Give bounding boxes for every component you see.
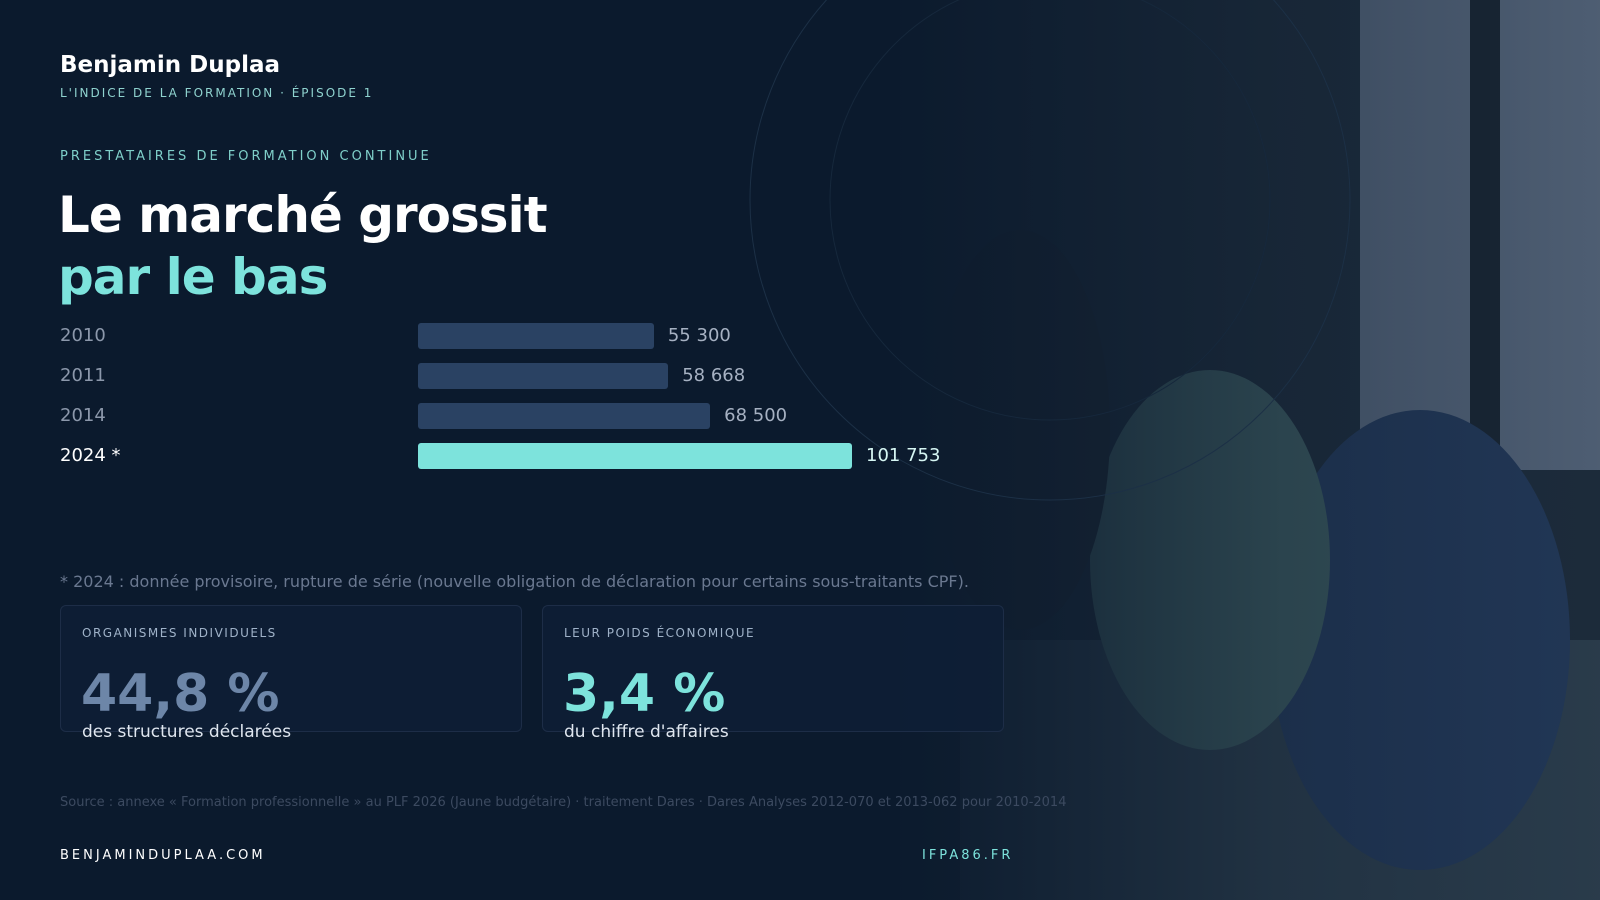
value-label: 55 300 (667, 325, 731, 346)
footer-link[interactable]: IFPA86.FR (922, 848, 1014, 863)
title: Le marché grossit (58, 186, 548, 244)
source: Source : annexe « Formation professionne… (60, 795, 1067, 810)
stat-card: ORGANISMES INDIVIDUELS 44,8 % des structur… (60, 605, 522, 742)
stat-card: LEUR POIDS ÉCONOMIQUE 3,4 % du chiffre d'a… (542, 605, 1004, 742)
value-label: 101 753 (866, 445, 941, 466)
category-label: 2010 (60, 325, 106, 346)
value-label: 58 668 (682, 365, 746, 386)
category-label: 2011 (60, 365, 106, 386)
category-label: 2014 (60, 405, 106, 426)
author: Benjamin Duplaa (60, 52, 280, 78)
kicker: PRESTATAIRES DE FORMATION CONTINUE (60, 149, 432, 164)
card-label: LEUR POIDS ÉCONOMIQUE (564, 626, 756, 640)
bar (418, 443, 852, 469)
footer-link[interactable]: BENJAMINDUPLAA.COM (60, 848, 266, 863)
bar (418, 323, 654, 349)
bar (418, 363, 669, 389)
card-value: 3,4 % (563, 664, 726, 724)
card-caption: des structures déclarées (82, 722, 292, 742)
bar (418, 403, 711, 429)
title-highlight: par le bas (58, 248, 328, 306)
category-label: 2024 * (60, 445, 121, 466)
card-caption: du chiffre d'affaires (564, 722, 729, 742)
card-value: 44,8 % (81, 664, 280, 724)
footnote: * 2024 : donnée provisoire, rupture de s… (60, 572, 969, 591)
card-label: ORGANISMES INDIVIDUELS (82, 626, 277, 640)
series-name: L'INDICE DE LA FORMATION · ÉPISODE 1 (60, 86, 374, 100)
value-label: 68 500 (724, 405, 788, 426)
